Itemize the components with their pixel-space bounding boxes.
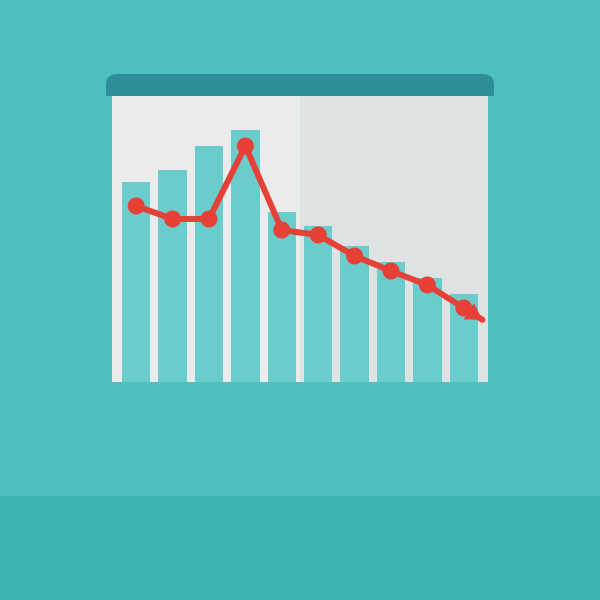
data-point-marker bbox=[419, 277, 436, 294]
data-point-marker bbox=[310, 227, 327, 244]
data-point-marker bbox=[201, 211, 218, 228]
data-point-marker bbox=[455, 300, 472, 317]
screen-canvas bbox=[106, 96, 494, 382]
pull-ring-icon bbox=[287, 404, 313, 430]
data-point-marker bbox=[128, 198, 145, 215]
data-point-marker bbox=[383, 263, 400, 280]
trend-polyline bbox=[136, 146, 464, 308]
screen-bottom-rail bbox=[106, 382, 494, 398]
data-point-marker bbox=[164, 211, 181, 228]
data-point-marker bbox=[237, 138, 254, 155]
trend-line bbox=[112, 96, 488, 382]
scene bbox=[0, 0, 600, 600]
projection-screen bbox=[106, 74, 494, 398]
screen-top-bar bbox=[106, 74, 494, 96]
data-point-marker bbox=[273, 222, 290, 239]
floor bbox=[0, 496, 600, 600]
data-point-marker bbox=[346, 248, 363, 265]
